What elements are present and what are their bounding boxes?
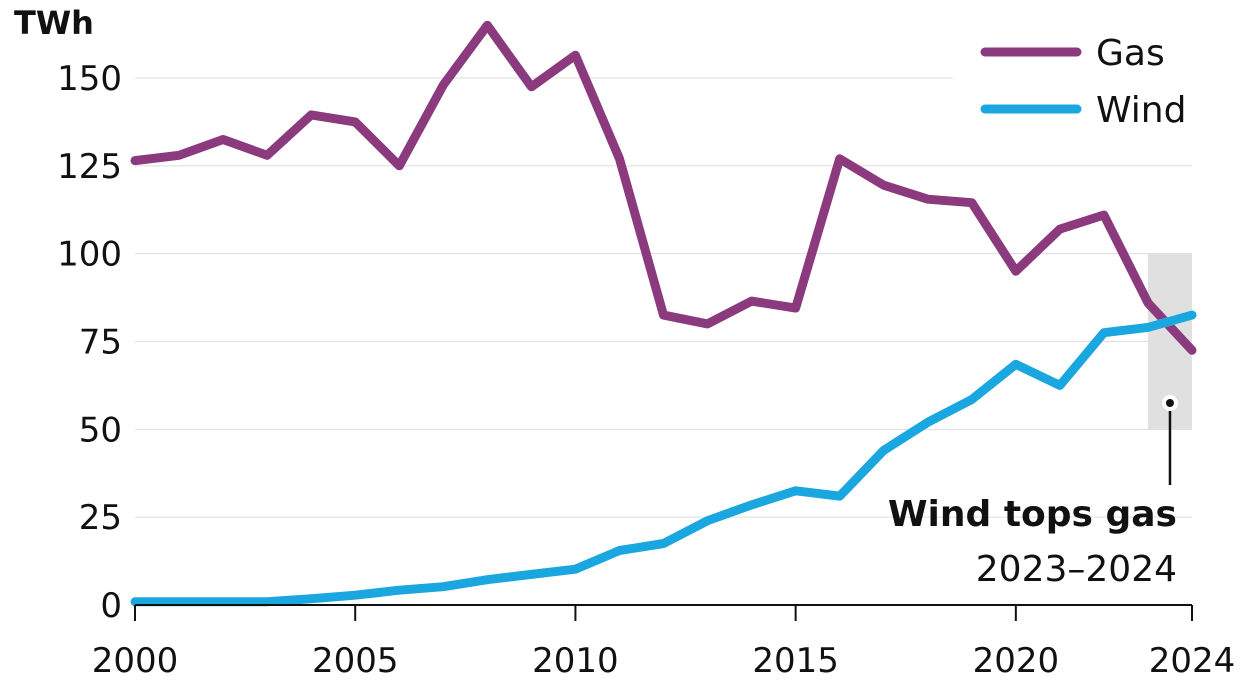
legend-label-wind: Wind bbox=[1096, 90, 1186, 131]
y-tick-label: 25 bbox=[79, 498, 122, 538]
y-tick-label: 125 bbox=[57, 147, 122, 187]
annotation-marker-dot bbox=[1161, 395, 1178, 411]
y-tick-label: 150 bbox=[57, 59, 122, 99]
x-tick-label: 2010 bbox=[532, 641, 619, 681]
annotation-subtitle: 2023–2024 bbox=[976, 549, 1177, 590]
x-tick-label: 2000 bbox=[92, 641, 179, 681]
y-tick-label: 50 bbox=[79, 410, 122, 450]
y-axis-unit-label: TWh bbox=[14, 4, 94, 42]
legend: Gas Wind bbox=[980, 33, 1186, 131]
y-tick-label: 100 bbox=[57, 235, 122, 275]
x-tick-label: 2015 bbox=[752, 641, 839, 681]
axes: 0 25 50 75 100 125 150 2000 2005 2010 2015 2020 2024 bbox=[57, 59, 1235, 681]
legend-label-gas: Gas bbox=[1096, 33, 1165, 74]
gas-line bbox=[130, 20, 1197, 355]
annotation-title: Wind tops gas bbox=[888, 494, 1177, 535]
x-tick-label: 2024 bbox=[1149, 641, 1236, 681]
x-tick-label: 2005 bbox=[312, 641, 399, 681]
annotation: Wind tops gas 2023–2024 bbox=[888, 395, 1178, 590]
series-lines bbox=[130, 20, 1197, 607]
x-tick-label: 2020 bbox=[973, 641, 1060, 681]
y-tick-label: 0 bbox=[100, 586, 122, 626]
gridlines bbox=[135, 77, 1192, 518]
y-tick-label: 75 bbox=[79, 323, 122, 363]
wind-line bbox=[130, 310, 1197, 607]
